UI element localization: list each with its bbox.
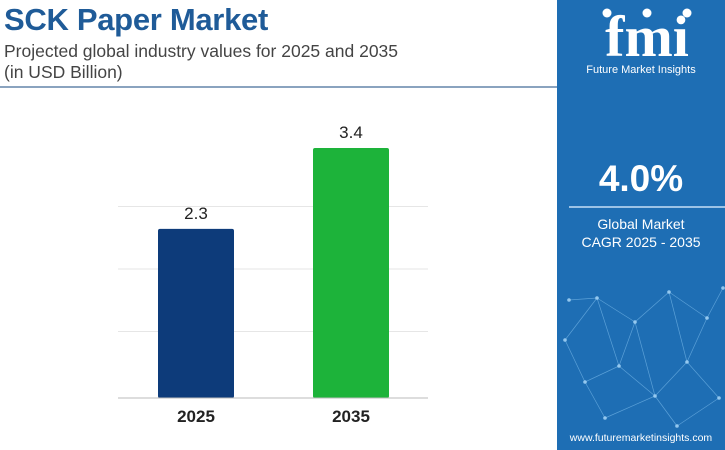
bar-2035 xyxy=(313,148,389,398)
sidebar-panel: fmi Future Market Insights 4.0% Global M… xyxy=(557,0,725,450)
logo-figure-icon xyxy=(682,8,692,18)
fmi-logo: fmi xyxy=(602,4,692,64)
chart-panel: SCK Paper Market Projected global indust… xyxy=(0,2,557,426)
data-label-2035: 3.4 xyxy=(339,123,363,142)
chart-subtitle: Projected global industry values for 202… xyxy=(4,41,398,83)
cagr-label-line-2: CAGR 2025 - 2035 xyxy=(581,234,701,250)
cagr-label-line-1: Global Market xyxy=(597,216,685,232)
subtitle-line-1: Projected global industry values for 202… xyxy=(4,41,399,61)
x-tick-label-2025: 2025 xyxy=(177,407,215,426)
bar-chart: 2.3 2025 3.4 2035 xyxy=(118,123,428,426)
logo-figure-icon xyxy=(602,8,612,18)
cagr-value: 4.0% xyxy=(598,158,684,199)
bar-2025 xyxy=(158,228,234,398)
header-divider xyxy=(0,86,557,88)
website-url: www.futuremarketinsights.com xyxy=(569,432,713,444)
logo-caption: Future Market Insights xyxy=(586,64,696,76)
subtitle-line-2: (in USD Billion) xyxy=(4,62,123,82)
network-graphic xyxy=(563,286,725,428)
cagr-divider xyxy=(569,206,725,208)
logo-figure-icon xyxy=(642,8,652,18)
x-tick-label-2035: 2035 xyxy=(332,407,370,426)
chart-title: SCK Paper Market xyxy=(4,2,268,37)
data-label-2025: 2.3 xyxy=(184,204,208,223)
